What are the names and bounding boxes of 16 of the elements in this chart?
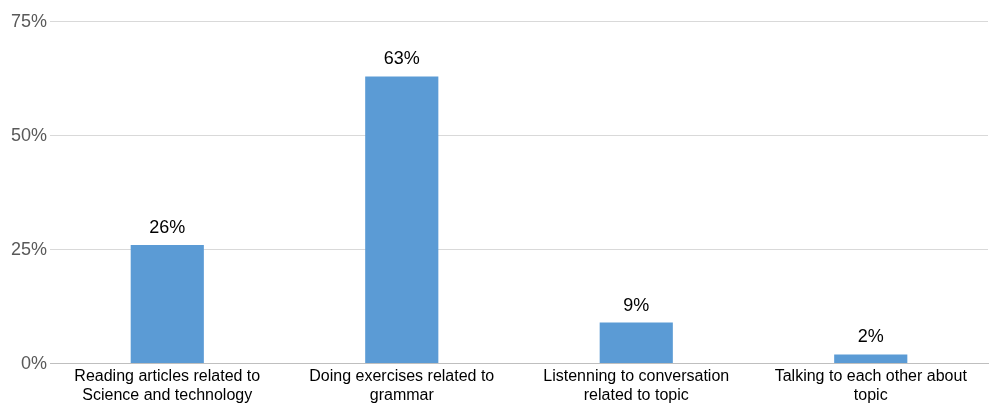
y-tick-label: 75% bbox=[11, 10, 48, 31]
x-tick-label: Talking to each other about topic bbox=[774, 366, 968, 403]
data-label: 2% bbox=[857, 326, 884, 347]
y-tick-label: 50% bbox=[11, 124, 48, 145]
x-tick-label: Reading articles related to Science and technology bbox=[74, 366, 261, 403]
bar bbox=[130, 245, 204, 364]
bar bbox=[365, 76, 439, 364]
bar bbox=[599, 322, 673, 364]
data-label: 9% bbox=[623, 294, 650, 315]
data-label: 63% bbox=[383, 48, 420, 69]
y-tick-label: 25% bbox=[11, 238, 48, 259]
x-tick-label: Listenning to conversation related to topic bbox=[543, 366, 730, 403]
y-tick-label: 0% bbox=[21, 352, 48, 373]
bar bbox=[834, 354, 908, 364]
x-tick-label: Doing exercises related to grammar bbox=[309, 366, 495, 403]
data-label: 26% bbox=[149, 217, 186, 238]
